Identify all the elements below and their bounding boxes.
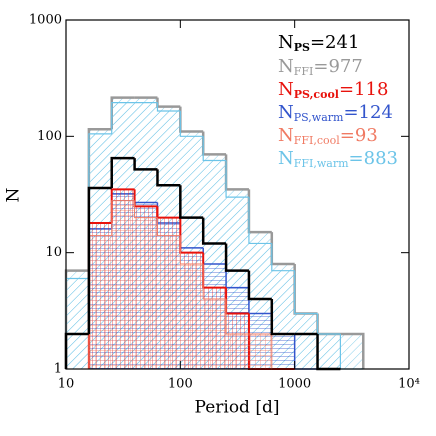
bar-outline — [179, 235, 204, 265]
bar-outline — [201, 217, 227, 245]
bar-outline — [179, 111, 204, 137]
bar-fill — [203, 298, 227, 369]
bar-outline — [224, 243, 249, 272]
bar-fill — [88, 235, 112, 369]
bar-fill — [294, 313, 318, 369]
legend-count: =241 — [310, 32, 359, 53]
bar-outline — [248, 197, 272, 245]
legend-entry: NPS,cool=118 — [278, 79, 388, 101]
bar-fill — [248, 333, 272, 369]
legend-entry: NFFI,warm=883 — [278, 148, 398, 170]
y-tick-label: 100 — [37, 129, 62, 144]
legend-name: N — [278, 32, 294, 53]
legend-subscript: FFI,cool — [294, 134, 341, 147]
legend-subscript: PS — [294, 41, 310, 54]
bar-outline — [179, 185, 204, 219]
bar-outline — [294, 270, 318, 315]
legend-name: N — [278, 102, 294, 123]
x-axis-label: Period [d] — [195, 398, 280, 418]
bar-outline — [156, 217, 181, 237]
y-axis-label: N — [4, 187, 24, 202]
bar-outline — [111, 101, 135, 134]
legend-entry: NPS,warm=124 — [278, 102, 393, 124]
bar-outline — [293, 263, 318, 315]
bar-outline — [270, 298, 295, 336]
legend-entry: NPS=241 — [278, 32, 359, 54]
legend-subscript: PS,cool — [294, 88, 339, 101]
bar-outline — [134, 200, 158, 219]
bar-outline — [270, 232, 295, 266]
legend-count: =118 — [339, 79, 388, 100]
y-tick-label: 1000 — [29, 13, 62, 28]
legend-count: =124 — [343, 102, 392, 123]
x-tick-label: 10⁴ — [398, 377, 420, 392]
bar-outline — [247, 270, 272, 301]
bar-outline — [133, 158, 158, 171]
legend-name: N — [278, 125, 294, 146]
bar-outline — [202, 263, 227, 300]
bar-outline — [156, 169, 181, 187]
legend-entry: NFFI=977 — [278, 56, 363, 78]
x-tick-label: 100 — [168, 377, 193, 392]
legend-subscript: FFI,warm — [294, 157, 349, 170]
bar-fill — [157, 235, 181, 369]
bar-fill — [180, 263, 204, 369]
bar-outline — [247, 189, 272, 234]
bar-fill — [340, 333, 364, 369]
y-tick-label: 10 — [45, 245, 62, 260]
bar-outline — [111, 200, 135, 236]
bar-outline — [316, 313, 341, 335]
plot-frame — [65, 19, 410, 370]
bar-fill — [226, 333, 249, 369]
bar-fill — [134, 217, 158, 369]
x-tick-label: 10 — [58, 377, 75, 392]
legend-name: N — [278, 148, 294, 169]
bar-outline — [87, 186, 112, 334]
legend-name: N — [278, 56, 294, 77]
bar-outline — [225, 160, 249, 198]
bar-outline — [179, 106, 204, 133]
bar-outline — [271, 243, 295, 272]
y-tick-label: 1 — [54, 362, 62, 377]
bar-outline — [224, 154, 249, 191]
bar-fill — [317, 333, 341, 369]
bar-outline — [156, 97, 181, 108]
bar-outline — [201, 131, 227, 156]
bar-outline — [316, 313, 341, 336]
legend-count: =93 — [340, 125, 378, 146]
legend-name: N — [278, 79, 294, 100]
legend-entry: NFFI,cool=93 — [278, 125, 378, 147]
legend-subscript: PS,warm — [294, 111, 344, 124]
legend-count: =977 — [313, 56, 362, 77]
bar-fill — [66, 278, 89, 369]
bar-outline — [110, 156, 135, 188]
x-tick-label: 1000 — [278, 377, 311, 392]
bar-outline — [225, 298, 249, 335]
legend-count: =883 — [349, 148, 398, 169]
legend-subscript: FFI — [294, 65, 314, 78]
bar-fill — [271, 333, 295, 369]
bar-outline — [340, 332, 365, 369]
bar-fill — [111, 200, 135, 369]
bar-outline — [156, 102, 181, 112]
bar-outline — [202, 136, 227, 162]
